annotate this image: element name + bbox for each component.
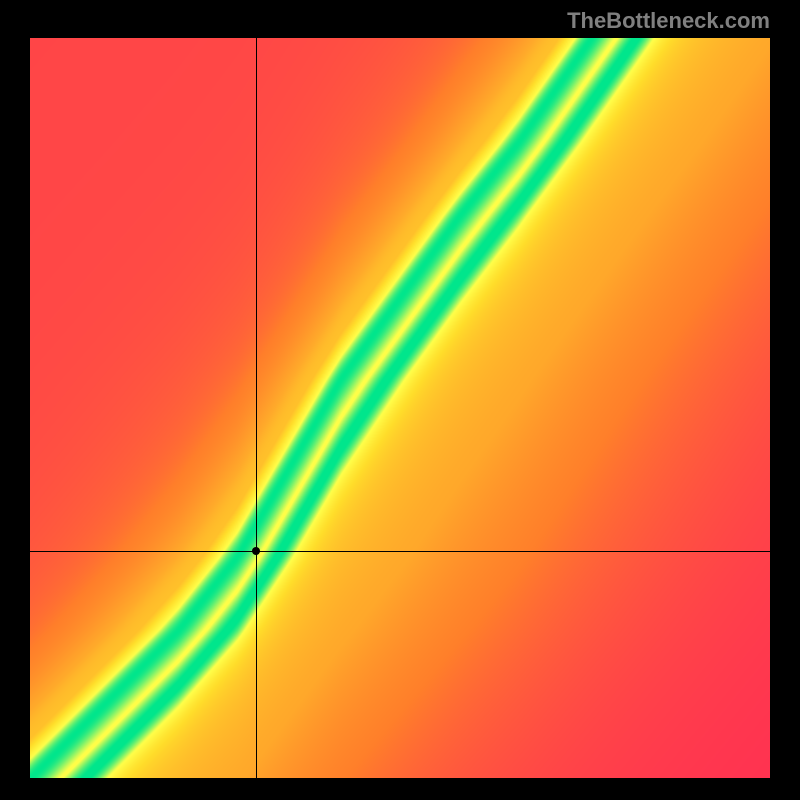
chart-container: TheBottleneck.com (0, 0, 800, 800)
data-point-marker (252, 547, 260, 555)
watermark-text: TheBottleneck.com (567, 8, 770, 34)
crosshair-vertical (256, 38, 257, 778)
plot-area (30, 38, 770, 778)
heatmap-canvas (30, 38, 770, 778)
crosshair-horizontal (30, 551, 770, 552)
